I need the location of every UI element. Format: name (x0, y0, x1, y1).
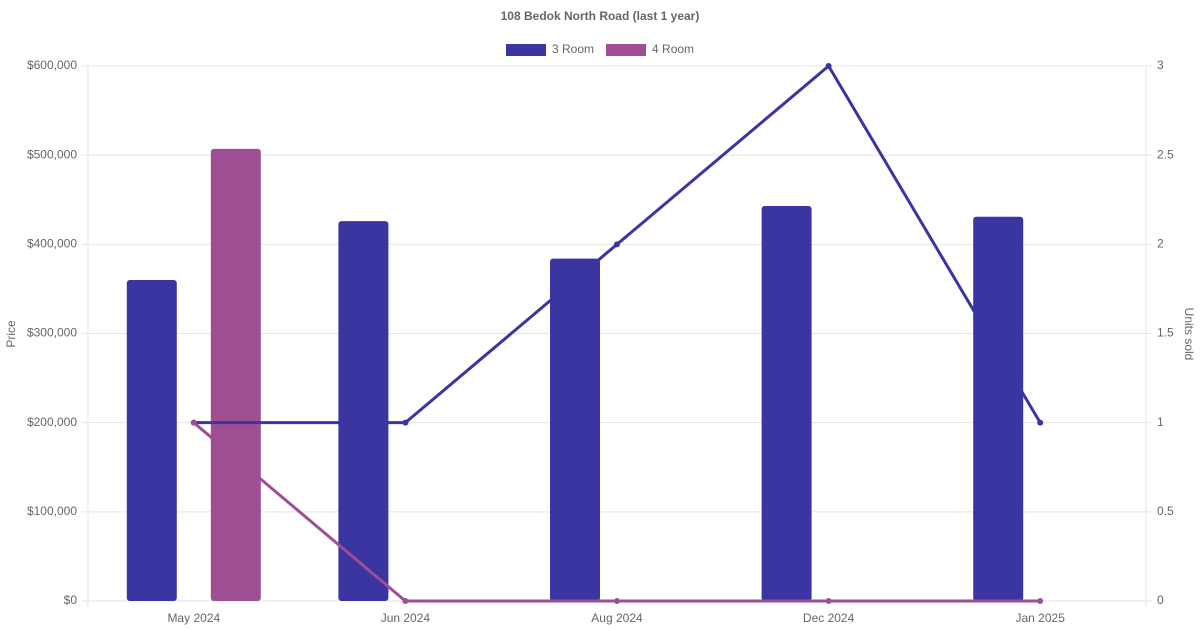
y2-tick-label: 1 (1157, 415, 1164, 429)
x-tick-label: Jan 2025 (1016, 611, 1066, 625)
y2-tick-label: 1.5 (1157, 326, 1174, 340)
point (402, 419, 409, 426)
y-tick-label: $200,000 (27, 415, 77, 429)
point (190, 419, 197, 426)
y2-tick-label: 2.5 (1157, 147, 1174, 161)
point (402, 598, 409, 604)
x-tick-label: May 2024 (167, 611, 220, 625)
x-tick-label: Jun 2024 (381, 611, 431, 625)
bar (338, 221, 389, 601)
y2-axis-title: Units sold (1182, 308, 1196, 361)
y2-tick-label: 0 (1157, 593, 1164, 607)
point (1037, 598, 1044, 604)
legend-label: 4 Room (652, 42, 694, 56)
point (825, 63, 832, 69)
legend-swatch (506, 44, 546, 56)
y-tick-label: $500,000 (27, 147, 77, 161)
y-tick-label: $0 (64, 593, 78, 607)
point (1037, 419, 1044, 426)
legend-swatch (606, 44, 647, 56)
y2-tick-label: 0.5 (1157, 504, 1174, 518)
point (614, 598, 620, 604)
bar (210, 148, 261, 602)
point (614, 241, 620, 248)
chart-title: 108 Bedok North Road (last 1 year) (501, 9, 700, 23)
bar (761, 205, 812, 601)
y2-tick-label: 2 (1157, 237, 1164, 251)
y-tick-label: $300,000 (27, 326, 77, 340)
y-tick-label: $400,000 (27, 237, 77, 251)
point (825, 598, 832, 604)
legend-label: 3 Room (552, 42, 594, 56)
y-tick-label: $100,000 (27, 504, 77, 518)
x-tick-label: Dec 2024 (803, 611, 855, 625)
x-tick-label: Aug 2024 (591, 611, 643, 625)
bar (550, 258, 600, 601)
bar (973, 216, 1024, 602)
y2-tick-label: 3 (1157, 58, 1164, 72)
y-tick-label: $600,000 (27, 58, 77, 72)
y-axis-title: Price (4, 320, 18, 348)
bar (126, 280, 177, 601)
